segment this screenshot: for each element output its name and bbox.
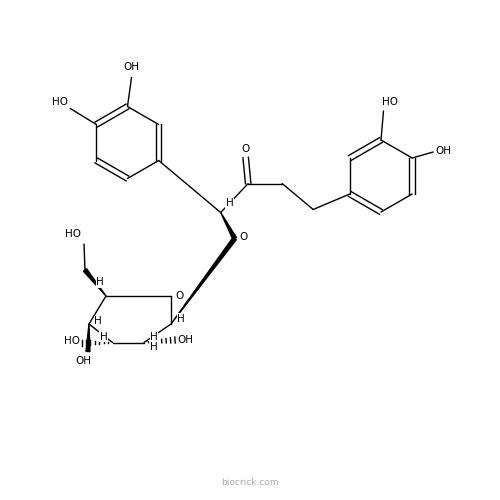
Text: H: H [226,198,234,208]
Text: HO: HO [64,336,80,346]
Text: OH: OH [435,146,451,156]
Polygon shape [220,212,236,240]
Text: HO: HO [64,229,80,239]
Text: H: H [150,332,158,342]
Text: H: H [150,342,158,351]
Text: HO: HO [382,97,398,107]
Text: H: H [100,332,108,342]
Polygon shape [84,268,106,296]
Text: biocrick.com: biocrick.com [221,478,279,487]
Polygon shape [86,324,90,351]
Polygon shape [171,238,236,324]
Text: O: O [242,144,250,154]
Text: HO: HO [52,97,68,107]
Text: OH: OH [124,62,140,72]
Text: OH: OH [177,335,193,345]
Text: H: H [94,316,102,326]
Text: OH: OH [75,356,91,366]
Text: H: H [177,314,185,324]
Text: O: O [176,291,184,301]
Text: O: O [240,232,248,242]
Text: H: H [96,277,104,287]
